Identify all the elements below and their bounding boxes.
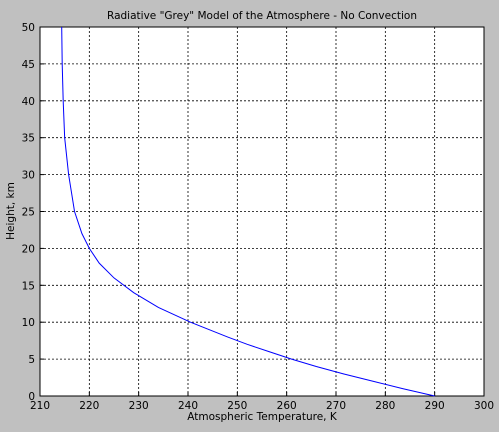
x-tick-label: 240	[178, 400, 198, 412]
y-tick-label: 20	[22, 243, 35, 255]
x-tick-label: 230	[129, 400, 149, 412]
x-tick-label: 270	[326, 400, 346, 412]
y-tick-label: 0	[28, 391, 35, 403]
x-tick-label: 210	[30, 400, 50, 412]
x-tick-label: 250	[227, 400, 247, 412]
x-tick-label: 280	[375, 400, 395, 412]
y-tick-label: 35	[22, 133, 35, 145]
y-axis-label: Height, km	[5, 182, 17, 240]
x-tick-label: 220	[79, 400, 99, 412]
x-axis-label: Atmospheric Temperature, K	[187, 411, 338, 423]
y-tick-label: 45	[22, 59, 35, 71]
y-tick-label: 15	[22, 280, 35, 292]
y-tick-label: 10	[22, 317, 35, 329]
x-tick-label: 290	[425, 400, 445, 412]
y-tick-label: 30	[22, 170, 35, 182]
y-tick-label: 25	[22, 207, 35, 219]
x-tick-label: 300	[474, 400, 494, 412]
y-tick-label: 40	[22, 96, 35, 108]
chart-title: Radiative "Grey" Model of the Atmosphere…	[107, 10, 417, 22]
y-tick-label: 50	[22, 22, 35, 34]
y-tick-label: 5	[28, 354, 35, 366]
data-line	[61, 26, 435, 397]
x-tick-label: 260	[277, 400, 297, 412]
